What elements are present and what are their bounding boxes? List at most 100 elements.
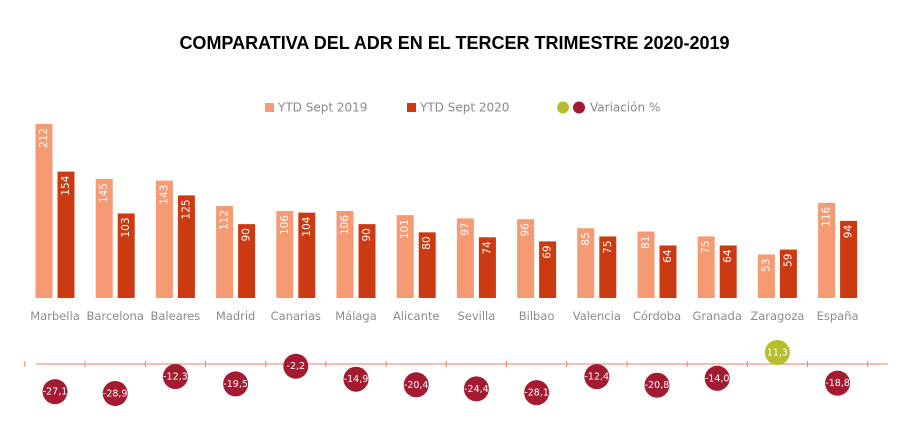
variation-dot — [524, 380, 550, 406]
bar-2020 — [117, 213, 135, 298]
category-label: Barcelona — [87, 309, 144, 323]
category-label: España — [817, 309, 859, 323]
bar-2019 — [396, 215, 414, 298]
category-label: Zaragoza — [750, 309, 804, 323]
bar-2019 — [517, 219, 535, 298]
bar-2019 — [95, 178, 113, 298]
variation-dot — [223, 371, 249, 397]
bar-2019 — [697, 236, 715, 298]
variation-value-label: -28,9 — [103, 388, 128, 399]
bar-2020 — [57, 171, 75, 298]
variation-value-label: -24,4 — [464, 384, 489, 395]
bar-value-label-2020: 69 — [542, 245, 554, 258]
bar-2020 — [779, 249, 797, 298]
legend-dot-negative — [573, 101, 585, 114]
bar-value-label-2020: 154 — [60, 175, 72, 195]
bar-2019 — [336, 211, 354, 298]
bar-2019 — [757, 254, 775, 298]
bar-2020 — [599, 236, 617, 298]
bar-2020 — [238, 224, 256, 298]
bar-2020 — [539, 241, 557, 298]
variation-dot — [403, 372, 429, 398]
bar-value-label-2019: 212 — [38, 128, 50, 148]
bar-value-label-2020: 90 — [361, 228, 373, 241]
bar-value-label-2019: 85 — [580, 232, 592, 245]
bar-2019 — [35, 124, 53, 298]
variation-value-label: -20,4 — [404, 380, 429, 391]
bar-value-label-2020: 90 — [241, 228, 253, 241]
chart-title: COMPARATIVA DEL ADR EN EL TERCER TRIMEST… — [179, 33, 730, 53]
bar-2020 — [358, 224, 376, 298]
category-label: Bilbao — [519, 309, 555, 323]
variation-value-label: -12,3 — [163, 372, 188, 383]
legend-dot-positive — [557, 101, 569, 114]
variation-value-label: -12,4 — [585, 372, 610, 383]
category-label: Alicante — [393, 309, 440, 323]
category-label: Málaga — [335, 309, 377, 323]
variation-dot — [102, 380, 128, 406]
bar-value-label-2020: 74 — [481, 241, 493, 255]
bar-2020 — [719, 245, 737, 298]
bar-2019 — [637, 231, 655, 298]
variation-value-label: -27,1 — [43, 387, 68, 398]
variation-value-label: -28,1 — [524, 388, 549, 399]
bar-value-label-2019: 143 — [158, 185, 170, 205]
bar-2019 — [456, 218, 474, 298]
variation-value-label: -2,2 — [287, 361, 306, 372]
bar-value-label-2019: 106 — [339, 215, 351, 235]
bar-2020 — [840, 220, 858, 298]
bar-value-label-2019: 75 — [700, 240, 712, 253]
bar-value-label-2020: 103 — [120, 217, 132, 237]
variation-dot — [584, 364, 610, 390]
bar-value-label-2020: 75 — [602, 240, 614, 253]
bar-value-label-2019: 96 — [520, 223, 532, 237]
bar-value-label-2019: 112 — [219, 210, 231, 230]
category-label: Canarias — [271, 309, 321, 323]
bar-value-label-2020: 94 — [843, 225, 855, 239]
variation-dot — [283, 353, 309, 379]
bar-value-label-2019: 97 — [459, 222, 471, 235]
bar-2019 — [818, 202, 836, 298]
variation-value-label: -18,8 — [825, 378, 850, 389]
category-labels: Marbella Barcelona Baleares Madrid Canarias M… — [30, 309, 858, 323]
legend-swatch-2019 — [265, 103, 274, 112]
variation-dot — [764, 339, 790, 365]
bar-value-label-2019: 81 — [640, 236, 652, 249]
bar-value-label-2020: 59 — [782, 254, 794, 267]
category-label: Granada — [693, 309, 742, 323]
variation-value-label: -20,8 — [645, 380, 670, 391]
variation-dots: -27,1 -28,9 -12,3 -19,5 -2,2 -14,9 -20,4 -24,4 -… — [42, 339, 851, 406]
variation-dot — [825, 370, 851, 396]
legend-label-variation: Variación % — [590, 101, 660, 115]
variation-value-label: -19,5 — [223, 379, 248, 390]
chart-legend: YTD Sept 2019 YTD Sept 2020 Variación % — [265, 101, 660, 115]
category-label: Córdoba — [633, 309, 681, 323]
bar-2019 — [276, 211, 294, 298]
variation-axis — [24, 361, 888, 367]
bar-2019 — [577, 228, 595, 298]
category-label: Marbella — [30, 309, 80, 323]
bar-2020 — [418, 232, 436, 298]
legend-swatch-2020 — [407, 103, 416, 112]
bar-2020 — [478, 237, 496, 298]
bar-2019 — [155, 180, 173, 298]
category-label: Baleares — [151, 309, 201, 323]
variation-dot — [343, 366, 369, 392]
bar-value-label-2019: 101 — [399, 219, 411, 239]
bar-2020 — [298, 212, 316, 298]
category-label: Madrid — [216, 309, 256, 323]
variation-value-label: 11,3 — [767, 347, 788, 358]
category-label: Valencia — [573, 309, 621, 323]
bar-value-label-2020: 64 — [722, 249, 734, 263]
variation-value-label: -14,0 — [705, 373, 730, 384]
variation-dot — [42, 379, 68, 405]
bar-value-label-2020: 64 — [662, 249, 674, 263]
bar-value-label-2019: 106 — [279, 215, 291, 235]
variation-dot — [644, 372, 670, 398]
bar-2020 — [177, 195, 195, 298]
bar-value-label-2019: 53 — [760, 259, 772, 272]
variation-value-label: -14,9 — [344, 374, 369, 385]
bar-value-label-2019: 116 — [821, 206, 833, 226]
bars-group: 212 154 145 103 143 125 112 90 106 104 106 90 101 80 9… — [35, 124, 858, 298]
